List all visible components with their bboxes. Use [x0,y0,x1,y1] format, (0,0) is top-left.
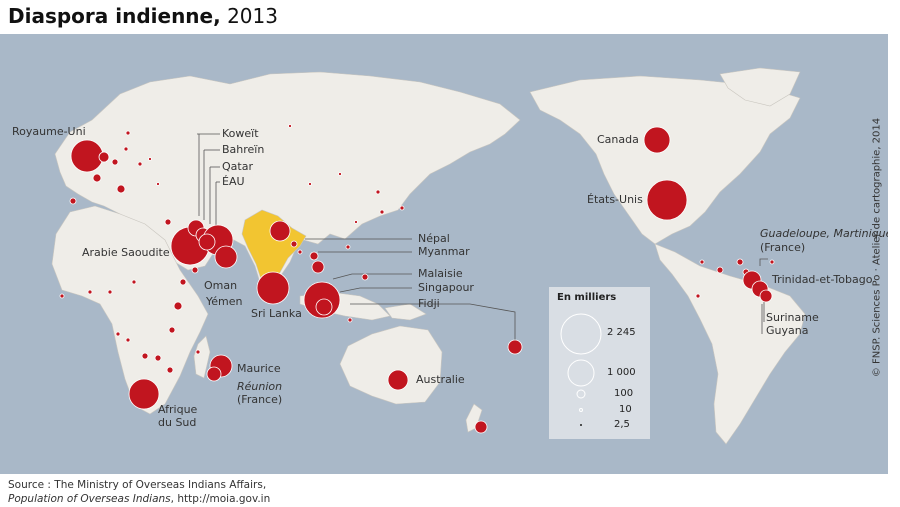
label-guyana: Guyana [766,324,809,337]
label-arabie: Arabie Saoudite [82,246,170,259]
label-etats-unis: États-Unis [587,193,643,206]
land-new-guinea [384,303,427,321]
label-trinidad: Trinidad-et-Tobago [772,273,873,286]
label-suriname: Suriname [766,311,819,324]
label-australie: Australie [416,373,465,386]
label-singapour: Singapour [418,281,474,294]
label-afrique-1: Afrique [158,403,198,416]
diaspora-circles [59,124,775,434]
label-canada: Canada [597,133,639,146]
circle-uk [70,139,104,173]
circle-australia [387,369,409,391]
label-eau: ÉAU [222,175,245,188]
label-afrique-2: du Sud [158,416,197,429]
label-fidji: Fidji [418,297,440,310]
legend-title: En milliers [557,292,617,303]
label-maurice: Maurice [237,362,281,375]
circle-canada [643,126,671,154]
circle-fiji [507,339,523,355]
circle-nepal [269,220,291,242]
label-yemen: Yémen [206,295,243,308]
map-legend: En milliers 2 245 1 000 100 10 2,5 [549,287,650,439]
label-uk: Royaume-Uni [12,125,86,138]
label-reunion-fr: (France) [237,393,283,406]
legend-value-1: 2 245 [607,327,636,338]
label-nepal: Népal [418,232,450,245]
legend-value-2: 1 000 [607,367,636,378]
land-africa [51,205,209,415]
label-oman: Oman [204,279,238,292]
legend-value-3: 100 [614,388,634,399]
source-note: Source : The Ministry of Overseas Indian… [8,478,270,506]
circle-south-africa [128,378,160,410]
title-year: 2013 [220,4,278,28]
label-myanmar: Myanmar [418,245,470,258]
legend-value-5: 2,5 [614,419,630,430]
map-svg [51,67,806,445]
leader-lines [197,133,771,342]
source-line-2: Population of Overseas Indians, http://m… [8,492,270,506]
credit-text: © FNSP. Sciences Po · Atelier de cartogr… [871,117,883,378]
label-guadeloupe: Guadeloupe, Martinique [760,227,888,240]
credit-vertical: © FNSP. Sciences Po · Atelier de cartogr… [868,40,884,460]
label-bahrein: Bahreïn [222,143,265,156]
label-koweit: Koweït [222,127,259,140]
label-sri-lanka: Sri Lanka [251,307,302,320]
legend-circles [560,313,602,426]
land-madagascar [193,335,211,379]
source-publication: Population of Overseas Indians [8,493,171,505]
title-bold: Diaspora indienne, [8,4,221,28]
label-malaisie: Malaisie [418,267,463,280]
land-greenland [719,67,801,107]
source-line-1: Source : The Ministry of Overseas Indian… [8,479,267,491]
land-australia [339,325,443,405]
label-guadeloupe-fr: (France) [760,241,806,254]
label-reunion: Réunion [237,380,283,393]
label-qatar: Qatar [222,160,253,173]
map-title: Diaspora indienne, 2013 [8,4,278,28]
circle-sri-lanka [256,271,290,305]
legend-value-4: 10 [619,404,632,415]
circle-usa [646,179,688,221]
world-map: Royaume-Uni Koweït Bahreïn Qatar ÉAU Ara… [0,34,888,474]
source-url: , http://moia.gov.in [170,493,271,505]
land-new-zealand [465,403,483,433]
